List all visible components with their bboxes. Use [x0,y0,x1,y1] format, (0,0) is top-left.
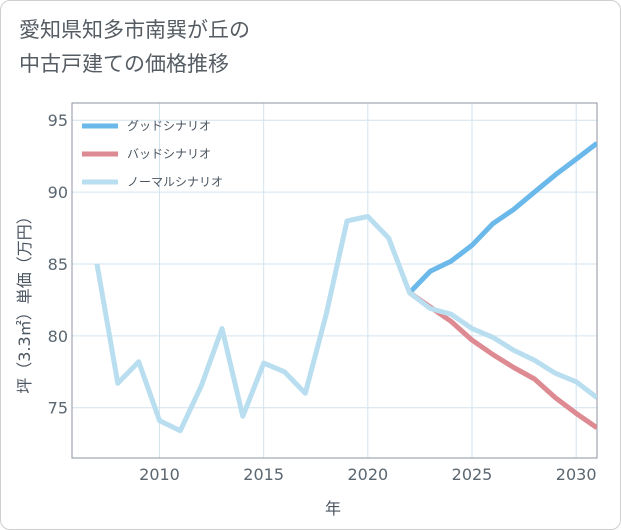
series-line [407,141,597,295]
chart-grid [72,103,597,458]
x-axis-title: 年 [325,499,341,518]
chart-title: 愛知県知多市南巽が丘の 中古戸建ての価格推移 [19,13,250,81]
y-tick-label: 80 [48,327,68,346]
y-axis-title: 坪（3.3㎡）単価（万円） [15,208,34,393]
x-tick-label: 2025 [452,465,493,484]
plot-area-border [71,102,598,459]
legend-label: グッドシナリオ [127,119,211,133]
chart-ticks: 2010 2015 2020 2025 2030 75 80 85 90 95 [48,111,597,484]
series-line [408,290,597,430]
series-line [94,214,597,434]
y-tick-label: 85 [48,255,68,274]
chart-series [94,141,597,434]
legend-label: バッドシナリオ [127,147,211,161]
x-tick-label: 2020 [347,465,388,484]
y-tick-label: 75 [48,399,68,418]
chart-title-line-2: 中古戸建ての価格推移 [19,52,229,76]
chart-title-line-1: 愛知県知多市南巽が丘の [19,18,250,42]
x-tick-label: 2030 [556,465,597,484]
y-tick-label: 90 [48,183,68,202]
y-tick-label: 95 [48,111,68,130]
x-tick-label: 2010 [139,465,180,484]
legend-label: ノーマルシナリオ [127,175,223,189]
x-tick-label: 2015 [243,465,284,484]
